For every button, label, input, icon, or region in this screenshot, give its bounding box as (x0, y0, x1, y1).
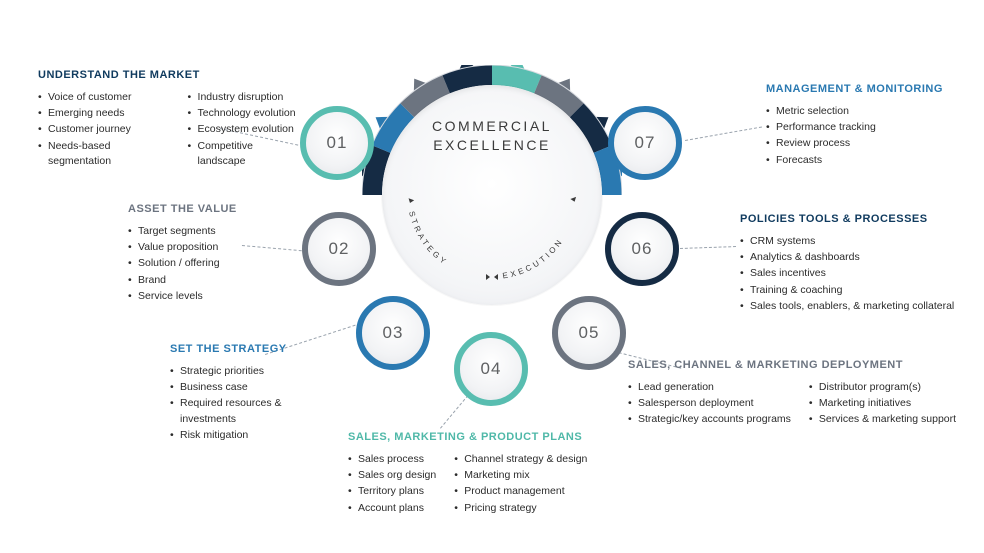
list-item: CRM systems (740, 234, 954, 249)
section-management: MANAGEMENT & MONITORING Metric selectionP… (766, 82, 966, 169)
list-item: Customer journey (38, 122, 170, 137)
section-title: SET THE STRATEGY (170, 342, 340, 358)
connector-7 (685, 126, 762, 141)
list-item: Competitive landscape (188, 139, 298, 169)
section-columns: CRM systemsAnalytics & dashboardsSales i… (740, 234, 970, 315)
section-asset-value: ASSET THE VALUE Target segmentsValue prop… (128, 202, 298, 305)
diagram-canvas: COMMERCIAL EXCELLENCE STRATEGY EXECUTION… (0, 0, 984, 553)
center-disc: COMMERCIAL EXCELLENCE (382, 85, 602, 305)
list-item: Required resources & investments (170, 396, 340, 426)
list-item: Services & marketing support (809, 412, 956, 427)
list-item: Territory plans (348, 484, 436, 499)
section-title: SALES, MARKETING & PRODUCT PLANS (348, 430, 648, 446)
section-columns: Metric selectionPerformance trackingRevi… (766, 104, 966, 169)
list-item: Target segments (128, 224, 220, 239)
list-item: Pricing strategy (454, 501, 587, 516)
node-01: 01 (306, 112, 368, 174)
center-title-line1: COMMERCIAL (432, 118, 552, 134)
center-title: COMMERCIAL EXCELLENCE (432, 117, 552, 155)
section-policies: POLICIES TOOLS & PROCESSES CRM systemsAna… (740, 212, 970, 315)
list-item: Distributor program(s) (809, 380, 956, 395)
section-plans: SALES, MARKETING & PRODUCT PLANS Sales pr… (348, 430, 648, 517)
section-understand-market: UNDERSTAND THE MARKET Voice of customerEm… (38, 68, 298, 170)
list-item: Strategic/key accounts programs (628, 412, 791, 427)
section-title: ASSET THE VALUE (128, 202, 298, 218)
section-columns: Strategic prioritiesBusiness caseRequire… (170, 364, 340, 444)
list-item: Emerging needs (38, 106, 170, 121)
node-07: 07 (614, 112, 676, 174)
list-item: Product management (454, 484, 587, 499)
list-item: Solution / offering (128, 256, 220, 271)
list-item: Ecosystem evolution (188, 122, 298, 137)
list-item: Technology evolution (188, 106, 298, 121)
node-04: 04 (460, 338, 522, 400)
list-item: Voice of customer (38, 90, 170, 105)
list-item: Marketing mix (454, 468, 587, 483)
section-title: SALES, CHANNEL & MARKETING DEPLOYMENT (628, 358, 958, 374)
list-item: Strategic priorities (170, 364, 340, 379)
center-title-line2: EXCELLENCE (433, 137, 551, 153)
node-05: 05 (558, 302, 620, 364)
section-columns: Voice of customerEmerging needsCustomer … (38, 90, 298, 170)
list-item: Business case (170, 380, 340, 395)
list-item: Performance tracking (766, 120, 876, 135)
list-item: Service levels (128, 289, 220, 304)
list-item: Account plans (348, 501, 436, 516)
list-item: Salesperson deployment (628, 396, 791, 411)
list-item: Analytics & dashboards (740, 250, 954, 265)
section-set-strategy: SET THE STRATEGY Strategic prioritiesBusi… (170, 342, 340, 444)
list-item: Lead generation (628, 380, 791, 395)
list-item: Sales process (348, 452, 436, 467)
section-columns: Target segmentsValue propositionSolution… (128, 224, 298, 305)
list-item: Risk mitigation (170, 428, 340, 443)
list-item: Value proposition (128, 240, 220, 255)
node-02: 02 (308, 218, 370, 280)
list-item: Training & coaching (740, 283, 954, 298)
list-item: Sales incentives (740, 266, 954, 281)
section-columns: Sales processSales org designTerritory p… (348, 452, 648, 517)
section-deployment: SALES, CHANNEL & MARKETING DEPLOYMENT Lea… (628, 358, 958, 429)
node-03: 03 (362, 302, 424, 364)
list-item: Brand (128, 273, 220, 288)
list-item: Metric selection (766, 104, 876, 119)
list-item: Forecasts (766, 153, 876, 168)
section-title: POLICIES TOOLS & PROCESSES (740, 212, 970, 228)
section-title: UNDERSTAND THE MARKET (38, 68, 298, 84)
list-item: Review process (766, 136, 876, 151)
node-06: 06 (611, 218, 673, 280)
list-item: Channel strategy & design (454, 452, 587, 467)
section-title: MANAGEMENT & MONITORING (766, 82, 966, 98)
list-item: Sales org design (348, 468, 436, 483)
list-item: Industry disruption (188, 90, 298, 105)
connector-6 (680, 246, 736, 249)
list-item: Sales tools, enablers, & marketing colla… (740, 299, 954, 314)
list-item: Needs-based segmentation (38, 139, 170, 169)
center-hub: COMMERCIAL EXCELLENCE STRATEGY EXECUTION (362, 65, 622, 325)
section-columns: Lead generationSalesperson deploymentStr… (628, 380, 958, 429)
list-item: Marketing initiatives (809, 396, 956, 411)
